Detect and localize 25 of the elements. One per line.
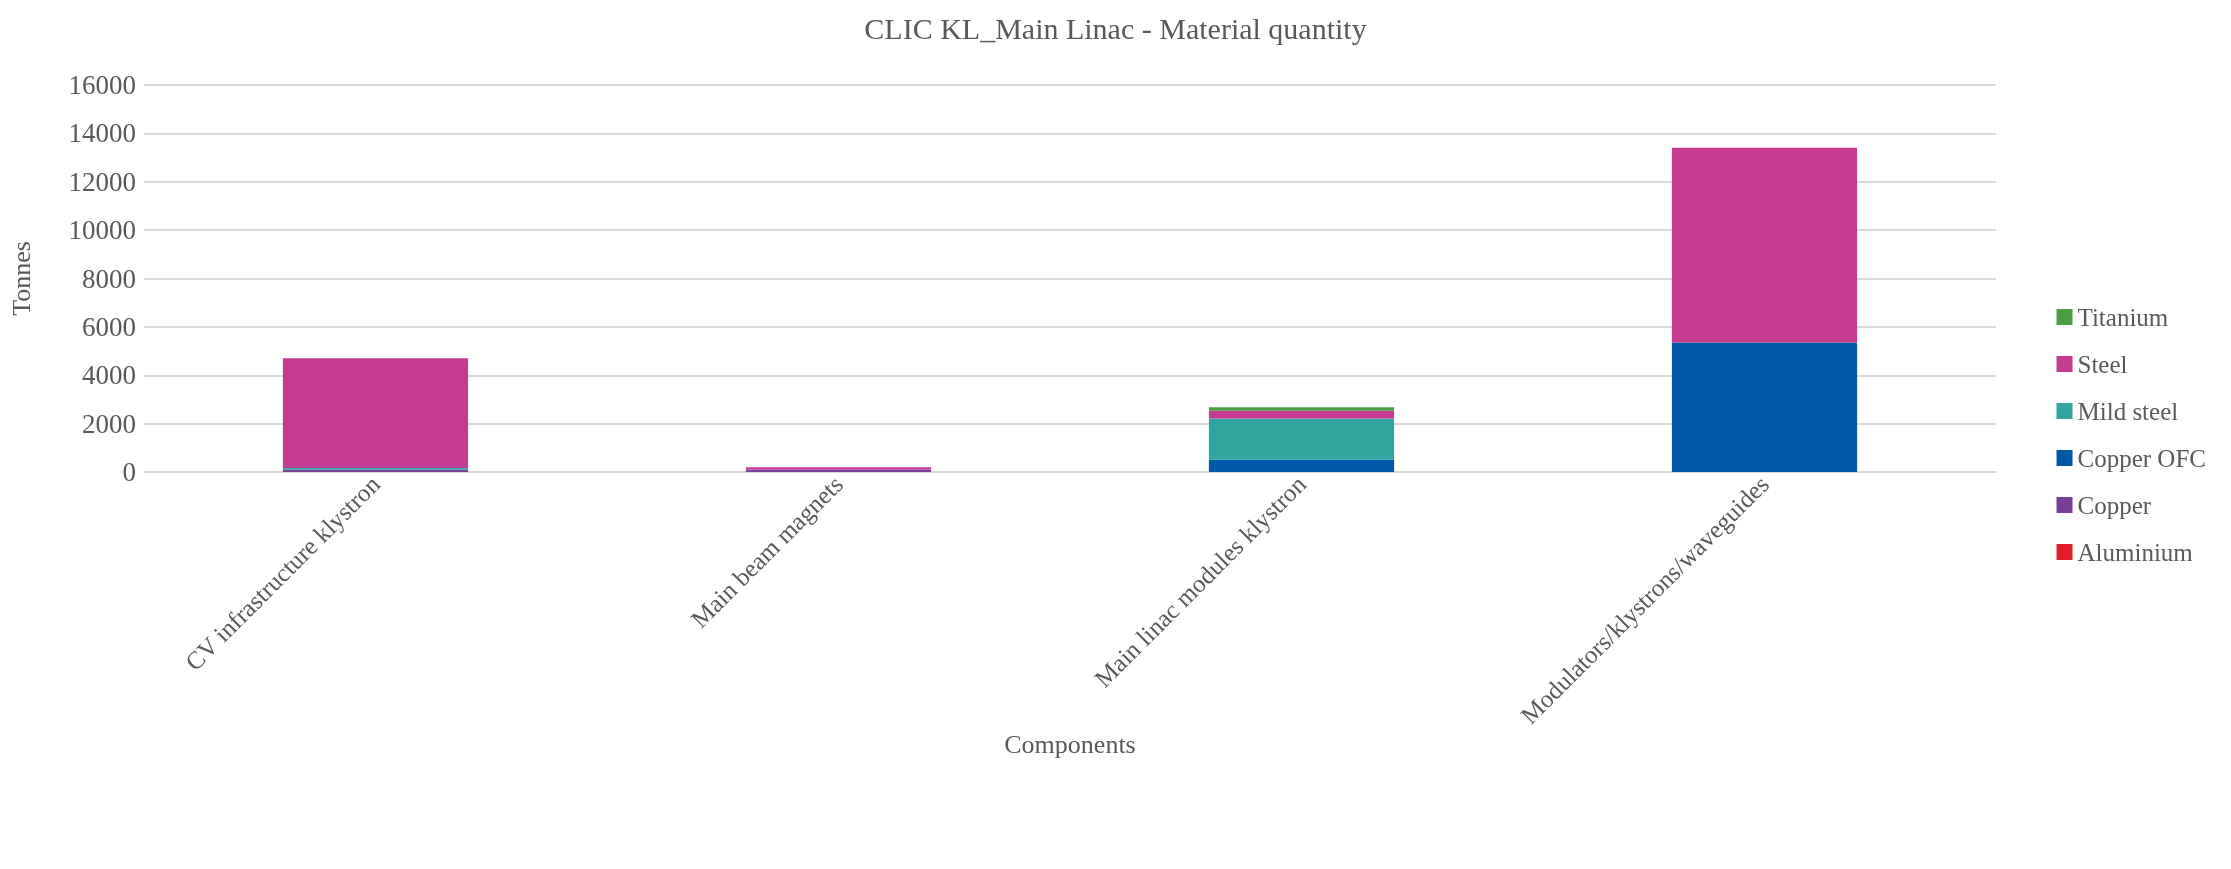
y-tick-label: 12000: [68, 166, 136, 197]
legend-label: Aluminium: [2077, 538, 2194, 566]
legend-label: Mild steel: [2077, 397, 2179, 425]
y-tick-label: 10000: [68, 215, 136, 246]
bar: [282, 358, 469, 468]
bar: [1208, 459, 1395, 472]
bar: [1208, 418, 1395, 460]
bar: [1208, 407, 1395, 411]
legend-label: Titanium: [2077, 303, 2169, 331]
x-axis-title: Components: [1004, 729, 1136, 759]
legend-label: Copper: [2077, 491, 2152, 519]
bar: [1208, 410, 1395, 419]
y-axis-title: Tonnes: [6, 241, 36, 316]
y-tick-label: 0: [122, 457, 136, 487]
y-tick-label: 8000: [82, 263, 136, 294]
y-tick-label: 2000: [82, 408, 136, 439]
bar: [1671, 147, 1858, 343]
y-tick-label: 16000: [68, 70, 136, 100]
y-tick-label: 6000: [82, 311, 136, 342]
bar: [1671, 342, 1858, 472]
y-tick-label: 14000: [68, 118, 136, 149]
legend-label: Steel: [2077, 350, 2128, 378]
chart-title: CLIC KL_Main Linac - Material quantity: [864, 11, 1367, 45]
y-tick-label: 4000: [82, 360, 136, 391]
legend-label: Copper OFC: [2077, 444, 2207, 472]
